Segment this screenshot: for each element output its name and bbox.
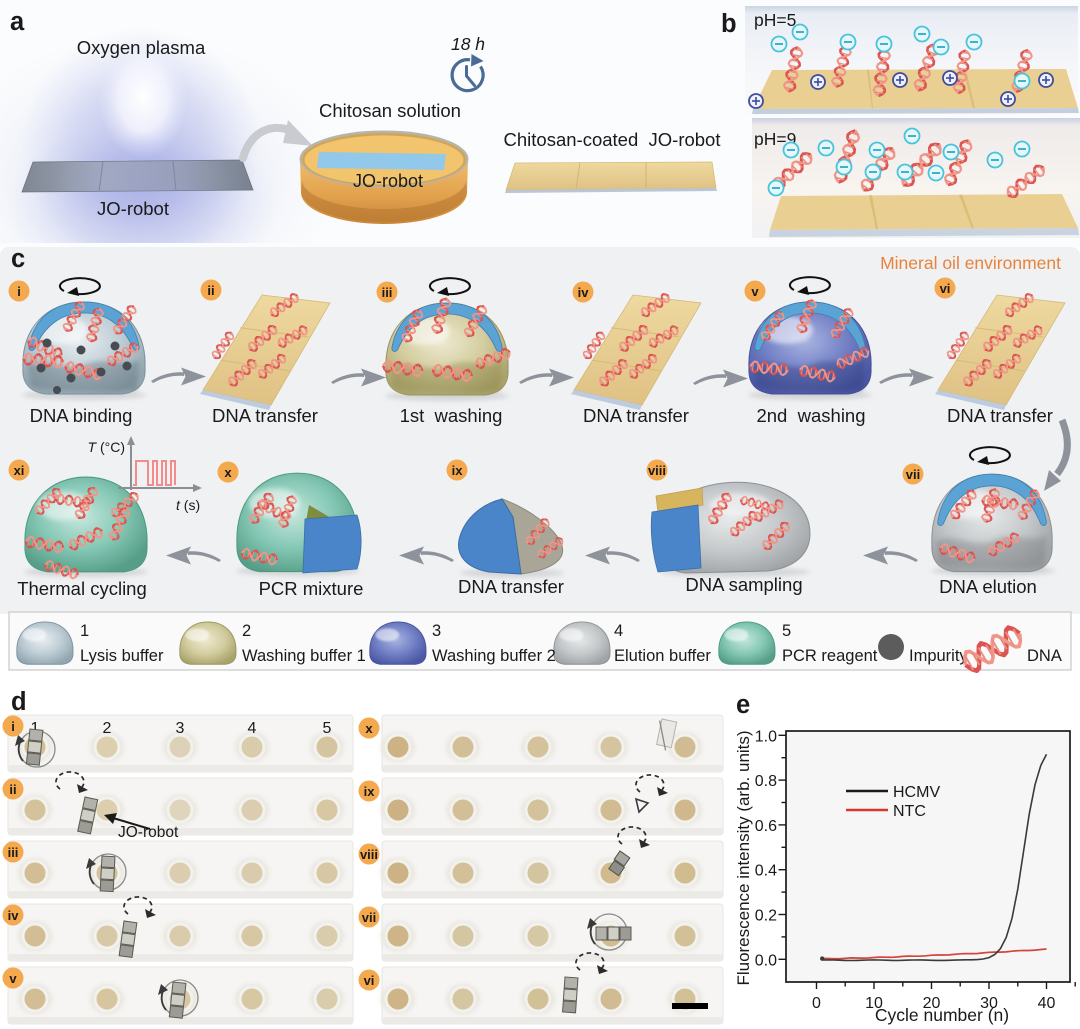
svg-text:DNA transfer: DNA transfer bbox=[583, 405, 689, 426]
svg-text:3: 3 bbox=[176, 720, 185, 737]
svg-text:iii: iii bbox=[382, 285, 393, 300]
svg-text:0.4: 0.4 bbox=[755, 863, 777, 880]
svg-text:ii: ii bbox=[9, 782, 16, 797]
svg-text:i: i bbox=[11, 719, 15, 734]
svg-text:Chitosan-coated JO-robot: Chitosan-coated JO-robot bbox=[504, 129, 721, 150]
svg-text:d: d bbox=[11, 688, 27, 716]
svg-text:iv: iv bbox=[8, 908, 20, 923]
svg-text:4: 4 bbox=[248, 720, 257, 737]
svg-text:v: v bbox=[9, 971, 17, 986]
svg-text:ix: ix bbox=[452, 463, 464, 478]
svg-text:0.2: 0.2 bbox=[755, 908, 777, 925]
svg-text:Impurity: Impurity bbox=[909, 647, 968, 665]
svg-text:2nd washing: 2nd washing bbox=[756, 405, 865, 426]
svg-text:c: c bbox=[11, 245, 25, 273]
svg-text:HCMV: HCMV bbox=[893, 784, 940, 801]
svg-text:4: 4 bbox=[614, 622, 623, 640]
svg-text:Washing buffer 1: Washing buffer 1 bbox=[242, 647, 366, 665]
svg-text:5: 5 bbox=[323, 720, 332, 737]
svg-text:Oxygen plasma: Oxygen plasma bbox=[77, 37, 206, 58]
svg-text:Thermal cycling: Thermal cycling bbox=[17, 578, 147, 599]
svg-text:0.0: 0.0 bbox=[755, 952, 777, 969]
svg-text:DNA transfer: DNA transfer bbox=[458, 576, 564, 597]
svg-text:Cycle number (n): Cycle number (n) bbox=[875, 1005, 1009, 1025]
svg-text:JO-robot: JO-robot bbox=[118, 824, 179, 841]
svg-text:Mineral oil environment: Mineral oil environment bbox=[880, 253, 1061, 273]
svg-text:pH=5: pH=5 bbox=[754, 10, 796, 30]
svg-text:vi: vi bbox=[364, 973, 375, 988]
svg-text:Fluorescence intensity (arb. u: Fluorescence intensity (arb. units) bbox=[734, 730, 753, 985]
svg-text:2: 2 bbox=[242, 622, 251, 640]
svg-text:Elution buffer: Elution buffer bbox=[614, 647, 711, 665]
svg-text:viii: viii bbox=[360, 847, 378, 862]
svg-text:PCR mixture: PCR mixture bbox=[259, 578, 364, 599]
svg-text:0.8: 0.8 bbox=[755, 773, 777, 790]
svg-text:JO-robot: JO-robot bbox=[353, 171, 423, 191]
svg-text:iv: iv bbox=[578, 285, 590, 300]
svg-text:DNA sampling: DNA sampling bbox=[685, 574, 802, 595]
svg-text:viii: viii bbox=[648, 463, 666, 478]
svg-text:ii: ii bbox=[207, 283, 214, 298]
svg-text:DNA elution: DNA elution bbox=[939, 576, 1037, 597]
svg-text:0.6: 0.6 bbox=[755, 818, 777, 835]
svg-text:10: 10 bbox=[865, 995, 883, 1012]
svg-text:20: 20 bbox=[923, 995, 941, 1012]
svg-text:iii: iii bbox=[8, 845, 19, 860]
svg-text:30: 30 bbox=[980, 995, 998, 1012]
svg-text:x: x bbox=[365, 721, 373, 736]
svg-text:Washing buffer 2: Washing buffer 2 bbox=[432, 647, 556, 665]
svg-text:2: 2 bbox=[103, 720, 112, 737]
svg-text:JO-robot: JO-robot bbox=[97, 198, 169, 219]
svg-text:1: 1 bbox=[31, 720, 40, 737]
svg-text:3: 3 bbox=[432, 622, 441, 640]
svg-text:DNA binding: DNA binding bbox=[30, 405, 133, 426]
svg-text:DNA transfer: DNA transfer bbox=[212, 405, 318, 426]
svg-text:PCR reagent: PCR reagent bbox=[782, 647, 878, 665]
svg-text:1: 1 bbox=[80, 622, 89, 640]
svg-text:0: 0 bbox=[812, 995, 821, 1012]
svg-text:T (°C): T (°C) bbox=[88, 439, 126, 455]
svg-text:18 h: 18 h bbox=[451, 34, 485, 54]
svg-text:vi: vi bbox=[940, 281, 951, 296]
svg-text:vii: vii bbox=[362, 910, 376, 925]
svg-text:1.0: 1.0 bbox=[755, 728, 777, 745]
svg-text:DNA transfer: DNA transfer bbox=[947, 405, 1053, 426]
svg-text:b: b bbox=[721, 10, 737, 38]
svg-text:DNA: DNA bbox=[1027, 647, 1062, 665]
svg-text:ix: ix bbox=[364, 784, 376, 799]
svg-text:xi: xi bbox=[14, 463, 25, 478]
svg-text:Lysis buffer: Lysis buffer bbox=[80, 647, 164, 665]
svg-text:x: x bbox=[224, 465, 232, 480]
svg-text:1st washing: 1st washing bbox=[400, 405, 503, 426]
svg-text:i: i bbox=[17, 284, 21, 299]
svg-text:v: v bbox=[751, 284, 759, 299]
svg-text:e: e bbox=[736, 691, 750, 719]
svg-text:5: 5 bbox=[782, 622, 791, 640]
svg-text:vii: vii bbox=[906, 467, 920, 482]
svg-text:Chitosan solution: Chitosan solution bbox=[319, 100, 461, 121]
svg-text:t (s): t (s) bbox=[176, 497, 200, 513]
svg-text:40: 40 bbox=[1038, 995, 1056, 1012]
svg-text:a: a bbox=[10, 8, 25, 36]
svg-text:NTC: NTC bbox=[893, 803, 926, 820]
